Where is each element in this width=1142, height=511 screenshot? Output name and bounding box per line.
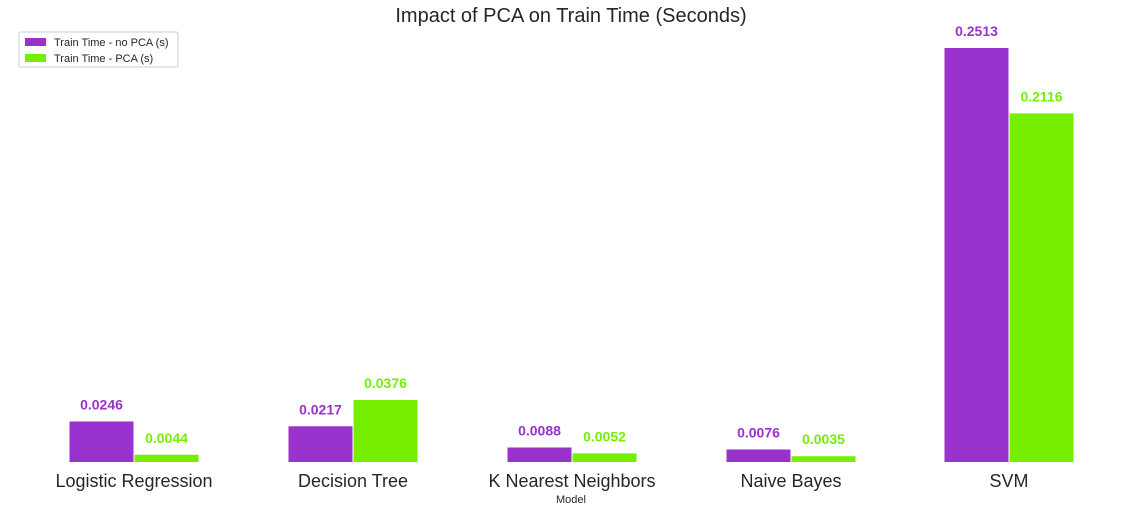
bar-no-pca-1 (288, 426, 353, 462)
legend[interactable]: Train Time - no PCA (s) Train Time - PCA… (18, 31, 179, 68)
value-label-no-pca-1: 0.0217 (299, 401, 342, 417)
value-label-pca-4: 0.2116 (1020, 88, 1062, 104)
bar-no-pca-4 (944, 48, 1009, 462)
value-label-pca-3: 0.0035 (802, 431, 845, 447)
value-label-no-pca-3: 0.0076 (737, 424, 780, 440)
x-tick-label-3: Naive Bayes (740, 471, 841, 491)
value-label-pca-1: 0.0376 (364, 375, 407, 391)
legend-swatch-no-pca (25, 38, 46, 46)
legend-label-no-pca: Train Time - no PCA (s) (54, 37, 169, 49)
chart-title: Impact of PCA on Train Time (Seconds) (395, 5, 746, 27)
x-axis-label: Model (556, 494, 586, 506)
x-tick-label-1: Decision Tree (298, 471, 408, 491)
bar-pca-2 (572, 453, 637, 462)
bar-pca-4 (1009, 113, 1074, 462)
legend-box (18, 31, 179, 68)
x-tick-label-0: Logistic Regression (55, 471, 212, 491)
bars-layer (69, 48, 1074, 462)
value-labels-layer: 0.0246 0.0044 0.0217 0.0376 0.0088 0.0052 0.00… (80, 23, 1063, 447)
value-label-no-pca-2: 0.0088 (518, 423, 561, 439)
bar-no-pca-0 (69, 421, 134, 462)
x-tick-label-4: SVM (989, 471, 1028, 491)
legend-label-pca: Train Time - PCA (s) (54, 53, 153, 65)
value-label-pca-2: 0.0052 (583, 428, 626, 444)
bar-no-pca-2 (507, 447, 572, 462)
value-label-no-pca-4: 0.2513 (955, 23, 998, 39)
legend-swatch-pca (25, 54, 46, 62)
x-tick-labels: Logistic Regression Decision Tree K Neares… (55, 471, 1028, 491)
x-tick-label-2: K Nearest Neighbors (488, 471, 655, 491)
bar-pca-1 (353, 400, 418, 462)
bar-pca-3 (791, 456, 856, 462)
bar-pca-0 (134, 454, 199, 462)
bar-no-pca-3 (726, 449, 791, 462)
value-label-no-pca-0: 0.0246 (80, 396, 123, 412)
value-label-pca-0: 0.0044 (145, 430, 188, 446)
